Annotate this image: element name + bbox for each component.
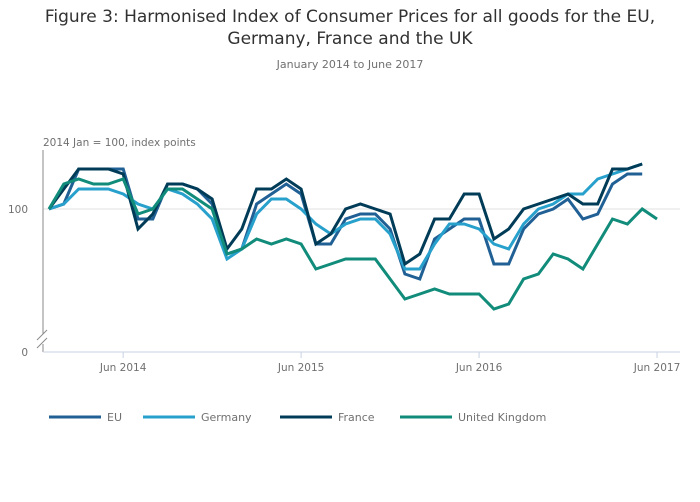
x-tick-label: Jun 2016 [455,362,503,374]
legend: EU Germany France United Kingdom [49,411,546,424]
legend-item-united-kingdom[interactable]: United Kingdom [400,411,546,424]
y-tick-label: 0 [21,347,28,359]
y-axis-label: 2014 Jan = 100, index points [43,137,196,149]
legend-label: EU [107,411,122,424]
legend-label: Germany [201,411,252,424]
legend-label: United Kingdom [458,411,546,424]
series-line-united-kingdom [47,177,658,311]
chart-title-line-2: Germany, France and the UK [227,29,473,49]
chart-title-line-1: Figure 3: Harmonised Index of Consumer P… [44,7,656,27]
series-lines [47,162,658,311]
legend-item-eu[interactable]: EU [49,411,122,424]
legend-item-france[interactable]: France [280,411,375,424]
series-line-germany [48,162,643,271]
legend-item-germany[interactable]: Germany [143,411,252,424]
x-tick-label: Jun 2015 [277,362,324,374]
legend-label: France [338,411,375,424]
x-tick-label: Jun 2014 [99,362,147,374]
axis-break-mark [36,337,48,349]
axis-break-mark [36,329,48,341]
y-tick-label: 100 [8,204,28,216]
series-line-france [47,162,643,267]
chart-subtitle: January 2014 to June 2017 [276,58,424,71]
axes: 0 100 Jun 2014 Jun 2015 Jun 2016 Jun 2017 [8,150,680,374]
chart-title: Figure 3: Harmonised Index of Consumer P… [0,6,700,50]
x-tick-label: Jun 2017 [633,362,680,374]
